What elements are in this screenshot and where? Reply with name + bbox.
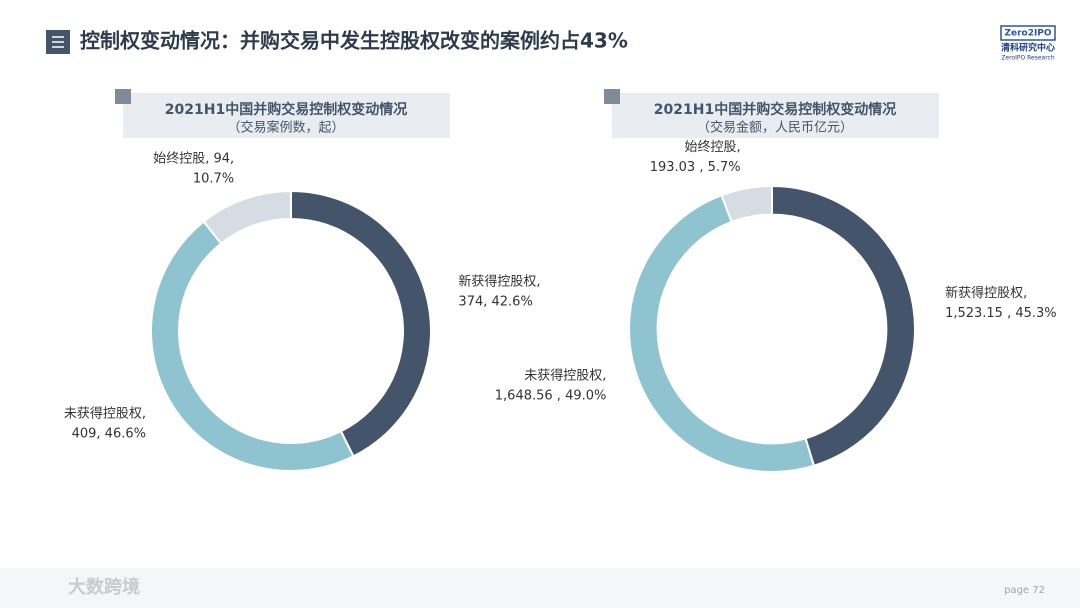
chart-title-box <box>612 93 939 138</box>
chart-title-marker <box>115 89 131 104</box>
chart-title-box <box>123 93 450 138</box>
page-number: page 72 <box>1004 585 1045 596</box>
chart-subtitle: （交易金额，人民币亿元） <box>697 120 853 136</box>
logo-box <box>1000 25 1056 41</box>
donut-slice <box>720 184 773 224</box>
data-label: 始终控股, 94, 10.7% <box>153 150 234 186</box>
chart-subtitle: （交易案例数，起） <box>227 120 344 136</box>
footer-band <box>0 568 1080 608</box>
data-label: 新获得控股权, 1,523.15 , 45.3% <box>945 285 1057 321</box>
logo-name: 清科研究中心 <box>1001 42 1055 54</box>
logo-english: ZeroIPO Research <box>1001 55 1055 62</box>
data-label: 新获得控股权, 374, 42.6% <box>458 273 540 309</box>
chart-title: 2021H1中国并购交易控制权变动情况 <box>654 101 896 118</box>
donut-slice <box>202 189 292 245</box>
data-label: 未获得控股权, 1,648.56 , 49.0% <box>495 367 607 403</box>
data-label: 未获得控股权, 409, 46.6% <box>64 405 146 441</box>
data-label: 始终控股, 193.03 , 5.7% <box>650 138 741 174</box>
page-title: 控制权变动情况：并购交易中发生控股权改变的案例约占43% <box>80 29 628 53</box>
chart-title-marker <box>604 89 620 104</box>
donut-slice <box>628 193 816 473</box>
logo-brand: Zero2IPO <box>1004 29 1051 39</box>
watermark: 大数跨境 <box>68 576 140 598</box>
chart-title: 2021H1中国并购交易控制权变动情况 <box>165 101 407 118</box>
